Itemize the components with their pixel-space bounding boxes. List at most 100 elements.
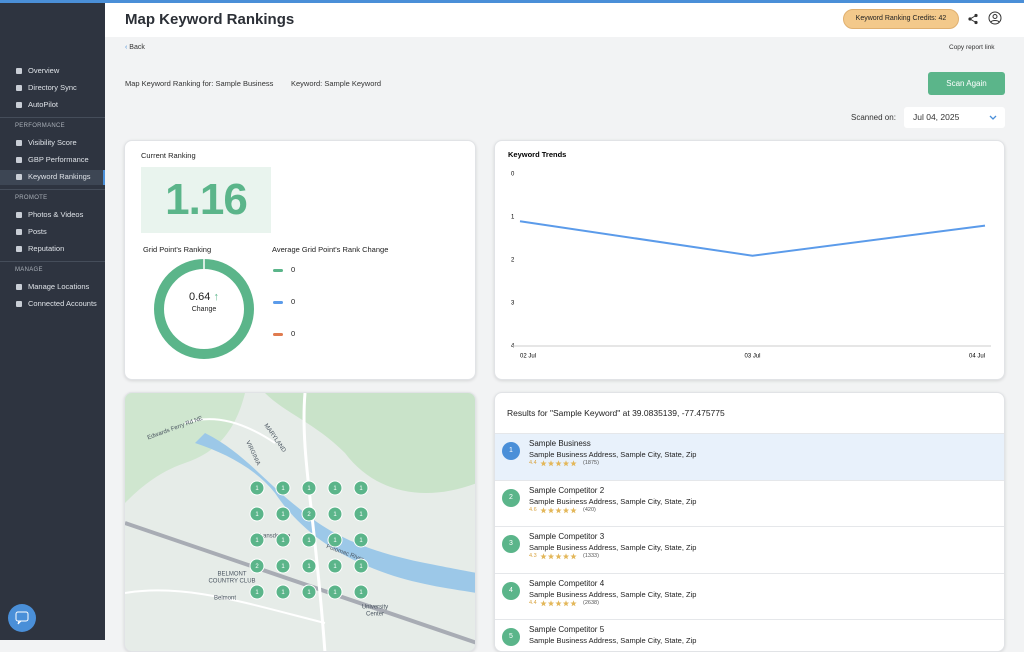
grid-point[interactable]	[301, 584, 317, 600]
grid-point[interactable]	[249, 558, 265, 574]
grid-point[interactable]	[353, 584, 369, 600]
grid-point-rank: 1	[255, 590, 259, 596]
legend-swatch	[273, 269, 283, 272]
trends-title: Keyword Trends	[508, 150, 566, 159]
grid-ranking-label: Grid Point's Ranking	[143, 245, 212, 254]
star	[547, 460, 555, 467]
rating: 4.6	[529, 506, 537, 513]
grid-point[interactable]	[275, 558, 291, 574]
nav-item[interactable]: Visibility Score	[28, 138, 77, 147]
rank-badge: 3	[502, 535, 520, 553]
grid-point-rank: 1	[333, 564, 337, 570]
scan-again-button[interactable]: Scan Again	[928, 72, 1005, 95]
business-label: Map Keyword Ranking for: Sample Business	[125, 79, 274, 88]
result-row[interactable]: 2 Sample Competitor 2 Sample Business Addr…	[495, 479, 1004, 526]
grid-point[interactable]	[249, 532, 265, 548]
grid-point[interactable]	[301, 506, 317, 522]
star	[562, 460, 570, 467]
stars	[540, 460, 577, 467]
section-heading: PROMOTE	[15, 195, 48, 201]
review-count: (1333)	[583, 553, 599, 559]
nav-item[interactable]: Posts	[28, 227, 47, 236]
nav-item[interactable]: Overview	[28, 66, 60, 75]
star	[555, 599, 562, 606]
grid-point-rank: 1	[255, 512, 259, 518]
star	[570, 460, 577, 467]
x-tick-label: 04 Jul	[969, 354, 985, 360]
date-text: Jul 04, 2025	[913, 112, 960, 122]
nav-item[interactable]: Reputation	[28, 244, 65, 253]
result-row[interactable]: 4 Sample Competitor 4 Sample Business Addr…	[495, 572, 1004, 619]
page-title: Map Keyword Rankings	[125, 11, 295, 28]
grid-point-rank: 1	[281, 486, 285, 492]
result-row[interactable]: 5 Sample Competitor 5 Sample Business Addr…	[495, 619, 1004, 651]
nav-icon	[16, 229, 22, 235]
nav-item[interactable]: GBP Performance	[28, 155, 89, 164]
grid-point[interactable]	[249, 584, 265, 600]
grid-point-rank: 1	[359, 538, 363, 544]
grid-point[interactable]	[353, 506, 369, 522]
grid-point[interactable]	[275, 532, 291, 548]
nav-icon	[16, 246, 22, 252]
nav-item[interactable]: Directory Sync	[28, 83, 77, 92]
copy-link[interactable]: Copy report link	[949, 44, 995, 51]
grid-point[interactable]	[327, 584, 343, 600]
date-select[interactable]: Jul 04, 2025	[904, 107, 1005, 128]
grid-point[interactable]	[327, 506, 343, 522]
grid-point[interactable]	[301, 532, 317, 548]
keyword-label: Keyword: Sample Keyword	[291, 79, 382, 88]
nav-item[interactable]: Manage Locations	[28, 282, 90, 291]
grid-point[interactable]	[275, 584, 291, 600]
grid-point-rank: 1	[255, 538, 259, 544]
divider	[0, 189, 105, 190]
map-label: COUNTRY CLUB	[208, 579, 255, 585]
nav-item[interactable]: Connected Accounts	[28, 299, 97, 308]
grid-point[interactable]	[327, 532, 343, 548]
nav-item[interactable]: Photos & Videos	[28, 210, 84, 219]
grid-point[interactable]	[301, 480, 317, 496]
map-label: Center	[366, 612, 384, 618]
result-row[interactable]: 1 Sample Business Sample Business Address,…	[495, 433, 1004, 480]
grid-point[interactable]	[275, 480, 291, 496]
star	[555, 460, 562, 467]
nav-item[interactable]: Keyword Rankings	[28, 172, 91, 181]
grid-point[interactable]	[353, 558, 369, 574]
share-icon[interactable]	[967, 13, 979, 25]
account-icon[interactable]	[988, 11, 1002, 25]
result-name: Sample Business	[529, 439, 591, 448]
map-label: University	[362, 605, 388, 611]
grid-point[interactable]	[327, 558, 343, 574]
grid-point[interactable]	[275, 506, 291, 522]
y-tick-label: 0	[511, 172, 515, 178]
grid-point[interactable]	[249, 480, 265, 496]
divider	[0, 117, 105, 118]
grid-point[interactable]	[249, 506, 265, 522]
back-link[interactable]: ‹ Back	[125, 44, 145, 51]
chat-button[interactable]	[8, 604, 36, 632]
grid-point-rank: 1	[333, 590, 337, 596]
grid-point[interactable]	[353, 480, 369, 496]
nav-icon	[16, 68, 22, 74]
rating: 4.4	[529, 599, 537, 606]
grid-point-rank: 1	[307, 538, 311, 544]
nav-item[interactable]: AutoPilot	[28, 100, 59, 109]
grid-point[interactable]	[327, 480, 343, 496]
sidebar: Overview Directory Sync AutoPilot PERFORMAN…	[0, 0, 105, 640]
rank-badge: 1	[502, 442, 520, 460]
active-bg	[0, 170, 105, 185]
star	[547, 506, 555, 513]
grid-point-rank: 1	[281, 590, 285, 596]
legend-value: 0	[291, 265, 296, 274]
current-ranking-label: Current Ranking	[141, 151, 196, 160]
grid-point-rank: 1	[359, 512, 363, 518]
star	[562, 553, 570, 560]
credits-badge[interactable]: Keyword Ranking Credits: 42	[843, 9, 959, 29]
rating: 4.4	[529, 460, 537, 466]
star	[540, 599, 547, 606]
trend-line	[519, 220, 986, 257]
grid-point[interactable]	[353, 532, 369, 548]
grid-point[interactable]	[301, 558, 317, 574]
star	[562, 506, 570, 513]
result-row[interactable]: 3 Sample Competitor 3 Sample Business Addr…	[495, 526, 1004, 573]
grid-point-rank: 1	[255, 486, 259, 492]
